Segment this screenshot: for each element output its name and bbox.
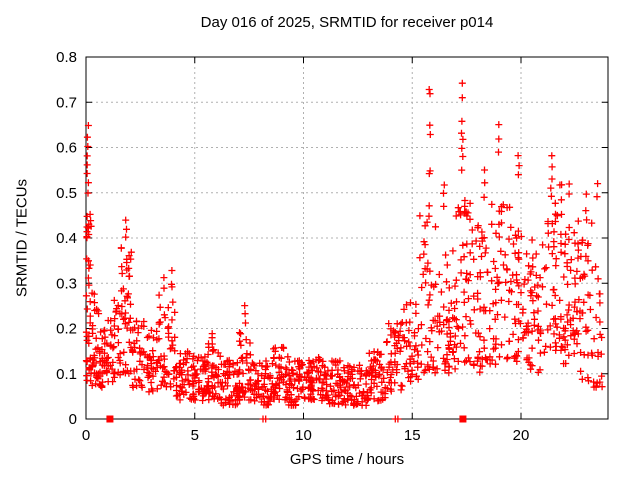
- y-tick-label: 0.7: [56, 94, 77, 111]
- x-axis-label: GPS time / hours: [289, 451, 405, 468]
- y-axis-label: SRMTID / TECUs: [13, 178, 31, 298]
- axis-square-marker: [459, 415, 467, 423]
- y-tick-label: 0.5: [56, 185, 77, 202]
- x-tick-label: 10: [295, 427, 312, 444]
- x-tick-label: 20: [513, 427, 530, 444]
- y-tick-label: 0.2: [56, 321, 77, 338]
- y-tick-label: 0.3: [56, 275, 77, 292]
- chart-title: Day 016 of 2025, SRMTID for receiver p01…: [200, 14, 494, 31]
- y-tick-label: 0.1: [56, 366, 77, 383]
- y-tick-label: 0.8: [56, 49, 77, 66]
- x-tick-label: 5: [191, 427, 199, 444]
- y-tick-label: 0: [69, 411, 77, 428]
- axis-square-marker: [106, 415, 114, 423]
- y-tick-label: 0.6: [56, 140, 77, 157]
- data-points: [82, 79, 606, 423]
- x-tick-label: 0: [82, 427, 90, 444]
- x-tick-label: 15: [404, 427, 421, 444]
- y-tick-label: 0.4: [56, 230, 77, 247]
